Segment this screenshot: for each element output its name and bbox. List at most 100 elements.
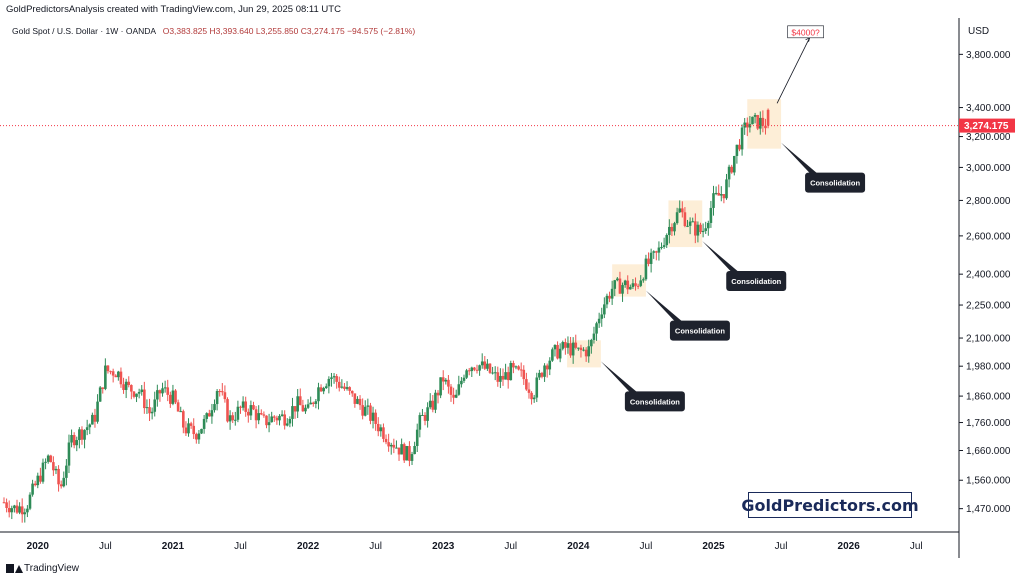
candle: [683, 207, 687, 228]
time-tick-label: 2021: [162, 541, 185, 552]
candle: [423, 412, 427, 426]
open-value: O3,383.825: [162, 26, 208, 36]
candle: [444, 378, 448, 385]
candle: [753, 112, 757, 124]
candle: [665, 233, 669, 249]
candle: [189, 421, 193, 429]
candle: [145, 399, 149, 414]
change-value: −94.575 (−2.81%): [347, 26, 416, 36]
candle: [571, 337, 575, 364]
candle: [735, 144, 739, 164]
candle: [262, 411, 266, 418]
candle: [184, 421, 188, 436]
candle: [44, 458, 47, 470]
target-label: $4000?: [791, 27, 820, 37]
candle: [652, 250, 656, 259]
candle: [655, 250, 658, 261]
candle: [252, 401, 255, 411]
candle: [153, 391, 157, 417]
candle: [5, 498, 8, 513]
candle: [696, 221, 700, 243]
candle: [538, 369, 541, 381]
candle: [309, 396, 312, 405]
candle: [345, 381, 349, 391]
target-annotation: $4000?: [776, 25, 824, 104]
candle: [496, 366, 500, 387]
candle: [436, 390, 440, 404]
candle: [98, 385, 102, 402]
candle: [161, 382, 164, 397]
price-tick-label: 2,600.000: [966, 231, 1011, 242]
candle: [52, 456, 55, 476]
candle: [311, 401, 315, 407]
candle: [678, 200, 682, 214]
candle: [717, 184, 720, 196]
candle: [340, 379, 344, 389]
candle: [158, 389, 162, 402]
candle: [275, 415, 279, 425]
tradingview-footer[interactable]: TradingView: [6, 563, 79, 574]
price-axis[interactable]: 3,800.000 3,400.000 3,200.000 3,000.000 2,80…: [959, 50, 1015, 515]
candle: [267, 413, 271, 433]
candle: [756, 114, 759, 131]
time-axis[interactable]: 2020 Jul 2021 Jul 2022 Jul 2023 Jul 2024 Jul 2025 J…: [27, 541, 923, 552]
candle: [208, 409, 211, 417]
candle: [41, 458, 45, 484]
candle: [285, 418, 289, 427]
candle: [195, 432, 198, 444]
candle: [54, 466, 58, 475]
candle: [239, 405, 242, 414]
candle: [426, 402, 429, 428]
candle: [392, 438, 396, 454]
candle: [418, 412, 422, 438]
candle: [488, 363, 492, 374]
candle: [519, 362, 523, 377]
candle: [182, 409, 185, 434]
low-value: L3,255.850: [255, 26, 299, 36]
candle: [613, 279, 617, 297]
candle: [322, 386, 325, 395]
candle: [106, 365, 110, 374]
candle: [447, 375, 450, 394]
candle: [301, 399, 305, 412]
candle: [758, 111, 762, 135]
candle: [10, 505, 14, 520]
candle: [39, 467, 42, 484]
candle: [545, 363, 549, 378]
candle: [761, 110, 765, 133]
candle: [13, 504, 16, 513]
candle: [670, 223, 674, 237]
candle: [603, 297, 606, 319]
candle: [605, 293, 609, 309]
candle: [535, 372, 539, 403]
candle: [288, 416, 292, 428]
candle: [668, 219, 671, 244]
candle: [740, 124, 744, 156]
time-tick-label: Jul: [369, 541, 382, 552]
candle: [343, 382, 346, 391]
candle: [707, 220, 710, 236]
candle: [579, 344, 583, 358]
tradingview-label: TradingView: [24, 563, 80, 574]
price-tick-label: 2,100.000: [966, 334, 1011, 345]
candle: [504, 363, 507, 380]
candle: [192, 418, 196, 439]
candle: [15, 499, 19, 514]
candle: [241, 396, 245, 411]
candle: [441, 370, 445, 391]
last-price-badge: 3,274.175: [959, 118, 1015, 133]
candle: [483, 356, 487, 371]
candle: [764, 118, 767, 135]
candle: [75, 436, 79, 452]
candle: [2, 497, 6, 504]
candle: [597, 312, 601, 328]
candle: [20, 498, 24, 523]
consolidation-label: Consolidation: [731, 277, 781, 286]
candle: [363, 400, 367, 417]
price-tick-label: 1,660.000: [966, 446, 1011, 457]
candle: [254, 406, 258, 429]
candle: [532, 394, 536, 403]
candle: [23, 508, 27, 523]
symbol-name: Gold Spot / U.S. Dollar · 1W · OANDA: [12, 26, 156, 36]
